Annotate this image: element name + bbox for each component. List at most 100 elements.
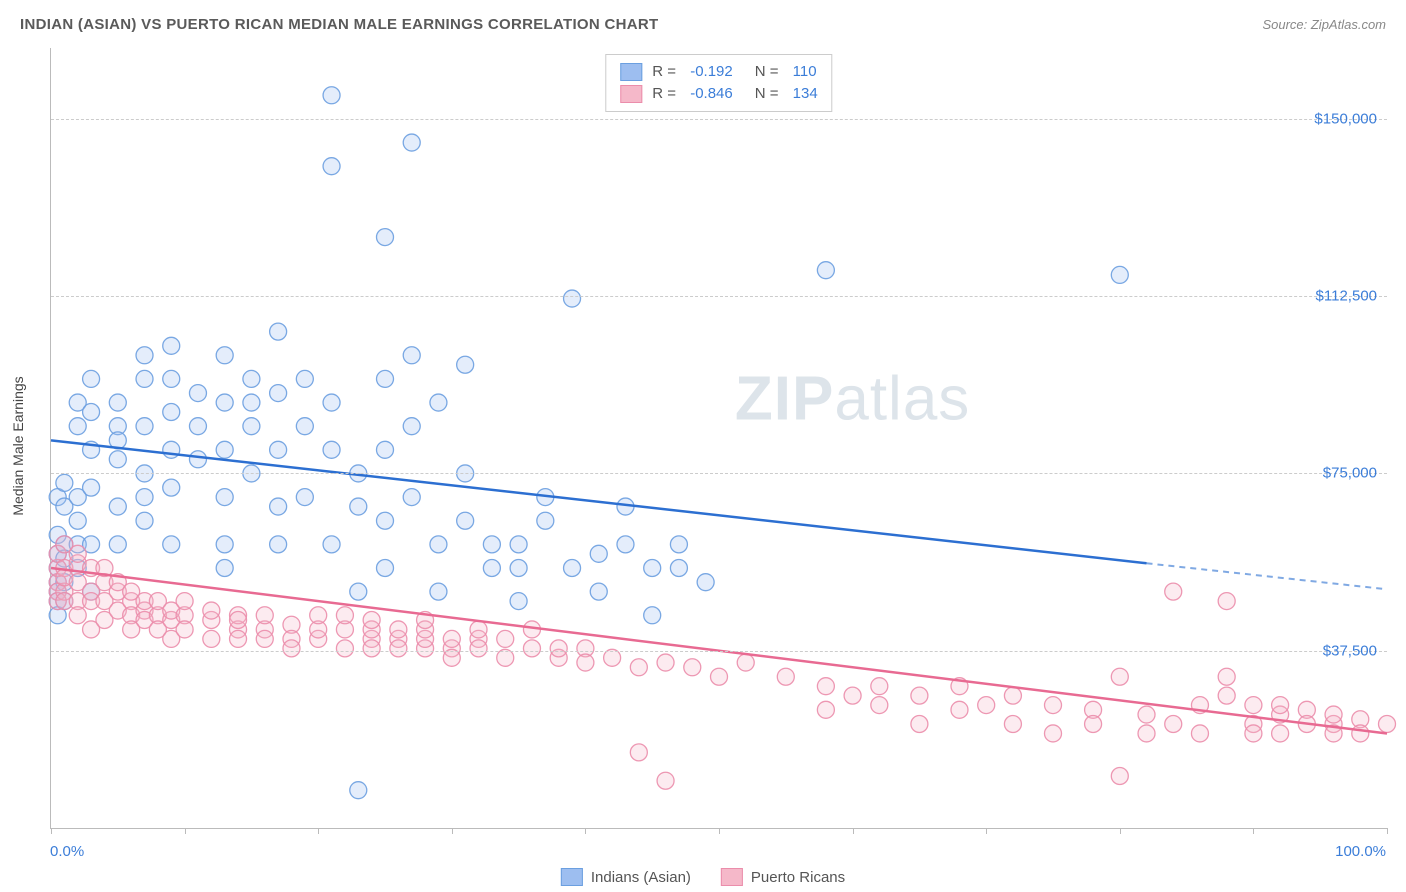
scatter-point (270, 323, 287, 340)
scatter-point (617, 536, 634, 553)
scatter-point (1138, 706, 1155, 723)
y-axis-label: Median Male Earnings (10, 376, 26, 515)
scatter-point (430, 394, 447, 411)
scatter-point (497, 649, 514, 666)
scatter-point (163, 404, 180, 421)
x-tick (452, 828, 453, 834)
scatter-point (243, 394, 260, 411)
legend-stat-row: R = -0.846N = 134 (620, 83, 817, 105)
scatter-point (230, 612, 247, 629)
scatter-point (296, 370, 313, 387)
scatter-point (1191, 725, 1208, 742)
scatter-point (577, 654, 594, 671)
legend-label: Puerto Ricans (751, 869, 845, 886)
scatter-point (817, 701, 834, 718)
y-tick-label: $75,000 (1323, 465, 1377, 482)
scatter-point (457, 356, 474, 373)
scatter-point (403, 489, 420, 506)
scatter-point (911, 687, 928, 704)
scatter-point (1111, 266, 1128, 283)
scatter-point (1272, 725, 1289, 742)
scatter-point (203, 602, 220, 619)
scatter-point (871, 678, 888, 695)
x-axis-min-label: 0.0% (50, 843, 84, 860)
scatter-point (377, 441, 394, 458)
scatter-point (644, 607, 661, 624)
scatter-point (1111, 668, 1128, 685)
scatter-point (564, 290, 581, 307)
scatter-point (1004, 687, 1021, 704)
scatter-point (523, 640, 540, 657)
trend-line-extrapolated (1147, 563, 1387, 589)
scatter-point (216, 441, 233, 458)
scatter-point (510, 560, 527, 577)
legend-swatch (620, 63, 642, 81)
scatter-point (377, 370, 394, 387)
scatter-point (777, 668, 794, 685)
scatter-point (323, 394, 340, 411)
scatter-point (69, 512, 86, 529)
x-tick (1120, 828, 1121, 834)
scatter-point (256, 630, 273, 647)
legend-swatch (561, 868, 583, 886)
scatter-point (604, 649, 621, 666)
scatter-point (550, 640, 567, 657)
scatter-point (109, 451, 126, 468)
scatter-point (537, 512, 554, 529)
scatter-point (1004, 716, 1021, 733)
scatter-point (216, 536, 233, 553)
scatter-point (163, 479, 180, 496)
scatter-point (403, 418, 420, 435)
scatter-point (657, 772, 674, 789)
scatter-point (590, 545, 607, 562)
legend-item: Indians (Asian) (561, 868, 691, 886)
scatter-point (163, 536, 180, 553)
scatter-point (644, 560, 661, 577)
scatter-point (443, 630, 460, 647)
scatter-point (270, 498, 287, 515)
scatter-point (109, 536, 126, 553)
scatter-point (189, 451, 206, 468)
scatter-point (1245, 725, 1262, 742)
x-tick (318, 828, 319, 834)
scatter-point (109, 394, 126, 411)
x-tick (986, 828, 987, 834)
scatter-point (390, 640, 407, 657)
scatter-point (737, 654, 754, 671)
scatter-point (136, 418, 153, 435)
scatter-point (350, 782, 367, 799)
scatter-point (403, 347, 420, 364)
y-tick-label: $150,000 (1314, 110, 1377, 127)
y-tick-label: $112,500 (1316, 288, 1377, 305)
scatter-point (1245, 697, 1262, 714)
scatter-point (296, 418, 313, 435)
gridline (51, 651, 1387, 652)
scatter-point (243, 418, 260, 435)
scatter-point (323, 536, 340, 553)
scatter-point (69, 545, 86, 562)
scatter-point (350, 498, 367, 515)
scatter-point (817, 262, 834, 279)
scatter-point (283, 640, 300, 657)
scatter-point (136, 370, 153, 387)
scatter-point (630, 659, 647, 676)
scatter-point (216, 489, 233, 506)
scatter-point (1111, 768, 1128, 785)
scatter-point (1165, 583, 1182, 600)
x-tick (51, 828, 52, 834)
legend-r-value: -0.192 (686, 61, 733, 83)
scatter-point (1138, 725, 1155, 742)
scatter-point (270, 441, 287, 458)
scatter-point (323, 87, 340, 104)
x-tick (1387, 828, 1388, 834)
scatter-point (163, 337, 180, 354)
x-tick (719, 828, 720, 834)
scatter-point (296, 489, 313, 506)
scatter-point (911, 716, 928, 733)
scatter-point (323, 158, 340, 175)
scatter-point (470, 621, 487, 638)
gridline (51, 296, 1387, 297)
scatter-point (403, 134, 420, 151)
scatter-point (109, 498, 126, 515)
scatter-point (189, 418, 206, 435)
